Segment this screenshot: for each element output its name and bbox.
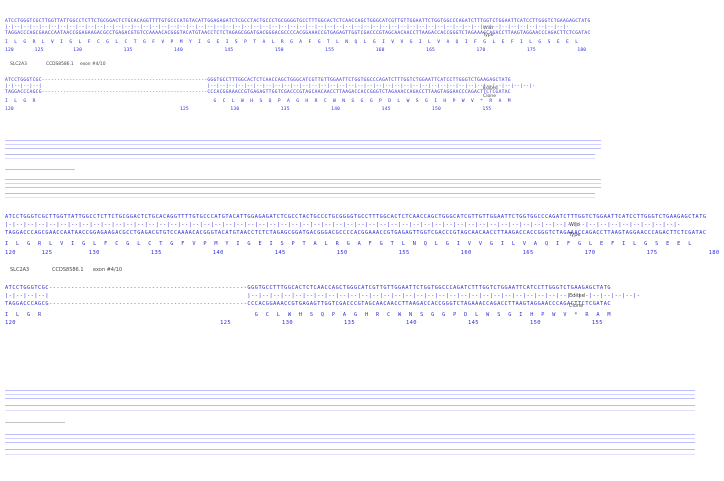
- tiny2-edited-top-line: [5, 434, 695, 435]
- edited-tick-marks: |-|--|--|--| |--|--|--|--|--|--|--|--|--…: [5, 84, 536, 89]
- edited-bottom-strand: TAGGACCCAGCG----------------------------…: [5, 90, 511, 95]
- big-wild-tick-marks: |-|--|--|--|--|--|--|--|--|--|--|--|--|-…: [5, 222, 681, 228]
- edited-amino-acids: I L G R G C L W H S Q P A G H R C W N S …: [5, 99, 511, 104]
- big-ccds-id: CCDS8586.1: [52, 267, 84, 273]
- edited-top-strand: ATCCTGGGTCGC----------------------------…: [5, 78, 511, 83]
- tiny-wild-bottom-line: [5, 148, 601, 149]
- big-edited-bottom-strand: TAGGACCCAGCG----------------------------…: [5, 301, 612, 307]
- big-label-type: Type: [569, 232, 581, 238]
- tiny-wild-aa-line: [5, 154, 595, 155]
- tiny-wild-tick-line: [5, 144, 601, 145]
- tiny-edited-aa-line: [5, 193, 595, 194]
- gene-name: SLC2A3: [10, 62, 27, 67]
- big-wild-amino-acids: I L G R L V I G L F C G L C T G F V P M …: [5, 241, 692, 247]
- label-wild: Wild: [483, 26, 493, 31]
- tiny-wild-top-line: [5, 140, 601, 141]
- wild-top-strand: ATCCTGGGTCGCTTGGTTATTGGCCTCTTCTGCGGACTCT…: [5, 19, 591, 24]
- tiny-edited-top-line: [5, 179, 601, 180]
- big-label-edited: Edited: [569, 293, 585, 299]
- wild-bottom-strand: TAGGACCCAGCGAACCAATAACCGGAGAAGACGCCTGAGA…: [5, 31, 591, 36]
- edited-position-numbers: 120 125 130 135 140 145 150 155: [5, 107, 492, 112]
- big-edited-tick-marks: |-|--|--|--| |--|--|--|--|--|--|--|--|--…: [5, 293, 641, 299]
- tiny2-wild-top-line: [5, 390, 695, 391]
- big-exon-label: exon #4/10: [93, 267, 123, 273]
- exon-label: exon #4/10: [80, 62, 106, 67]
- big-edited-position-numbers: 120 125 130 135 140 145 150 155: [5, 320, 603, 326]
- tiny-edited-bottom-line: [5, 187, 601, 188]
- wild-tick-marks: |-|--|--|--|--|--|--|--|--|--|--|--|--|-…: [5, 25, 570, 30]
- big-wild-bottom-strand: TAGGACCCAGCGAACCAATAACCGGAGAAGACGCCTGAGA…: [5, 230, 707, 236]
- big-edited-amino-acids: I L G R G C L W H S Q P A G H R C W N S …: [5, 312, 612, 318]
- tiny-edited-tick-line: [5, 183, 601, 184]
- big-wild-position-numbers: 120 125 130 135 140 145 150 155 160 165 …: [5, 250, 720, 256]
- tiny2-edited-bottom-line: [5, 442, 695, 443]
- tiny2-wild-tick-line: [5, 394, 695, 395]
- tiny2-meta-line: [5, 422, 65, 423]
- tiny-wild-num-line: [5, 158, 595, 159]
- tiny-meta-line: [5, 169, 75, 170]
- tiny2-wild-aa-line: [5, 405, 695, 406]
- label-type: Type: [483, 33, 494, 38]
- label-clone: Clone: [483, 94, 497, 99]
- big-label-wild: Wild: [569, 222, 580, 228]
- tiny2-edited-num-line: [5, 454, 695, 455]
- big-wild-top-strand: ATCCTGGGTCGCTTGGTTATTGGCCTCTTCTGCGGACTCT…: [5, 214, 707, 220]
- big-edited-top-strand: ATCCTGGGTCGC----------------------------…: [5, 285, 612, 291]
- wild-amino-acids: I L G R L V I G L F C G L C T G F V P M …: [5, 40, 579, 45]
- tiny2-edited-aa-line: [5, 449, 695, 450]
- wild-position-numbers: 120 125 130 135 140 145 150 155 160 165 …: [5, 48, 587, 53]
- big-gene-name: SLC2A3: [10, 267, 30, 273]
- big-label-clone: Clone: [569, 303, 584, 309]
- label-edited: Edited: [483, 86, 498, 91]
- tiny2-wild-num-line: [5, 410, 695, 411]
- tiny2-edited-tick-line: [5, 438, 695, 439]
- tiny-edited-num-line: [5, 197, 595, 198]
- tiny2-wild-bottom-line: [5, 398, 695, 399]
- ccds-id: CCDS8586.1: [46, 62, 74, 67]
